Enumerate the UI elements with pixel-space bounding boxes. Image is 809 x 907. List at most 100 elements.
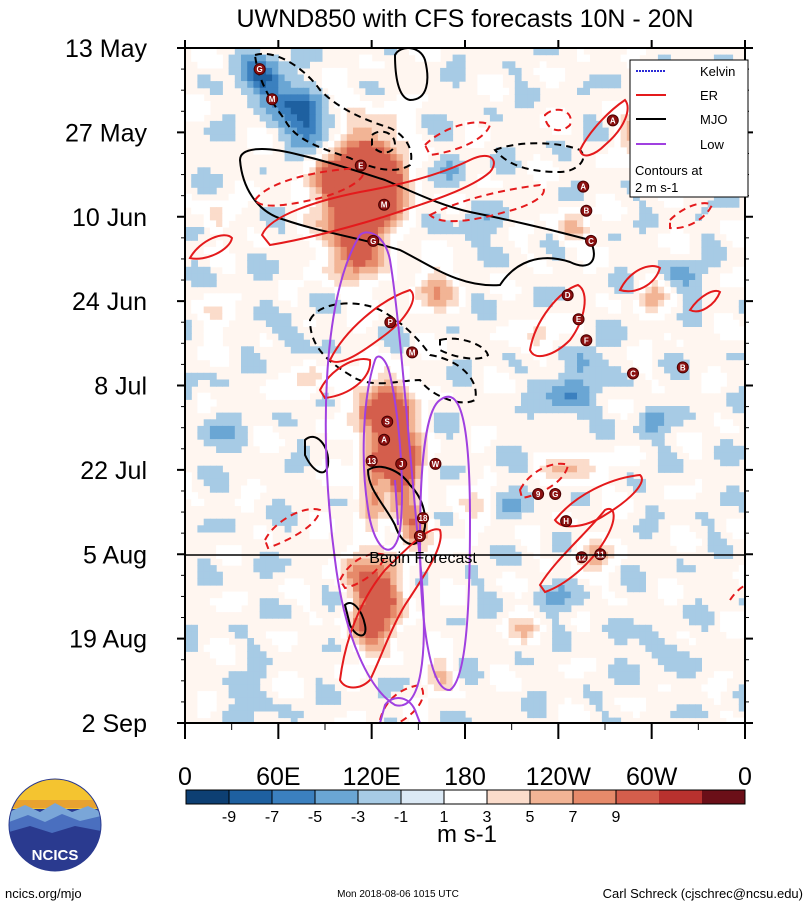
- heat-cell: [259, 167, 267, 175]
- heat-cell: [570, 664, 578, 672]
- heat-cell: [489, 280, 497, 288]
- heat-cell: [539, 465, 547, 473]
- heat-cell: [726, 200, 734, 208]
- heat-cell: [657, 452, 665, 460]
- heat-cell: [265, 565, 273, 573]
- heat-cell: [545, 558, 553, 566]
- heat-cell: [670, 644, 678, 652]
- heat-cell: [415, 306, 422, 314]
- heat-cell: [371, 412, 379, 420]
- heat-cell: [664, 233, 671, 241]
- heat-cell: [197, 697, 205, 705]
- heat-cell: [682, 538, 690, 546]
- heat-cell: [402, 532, 410, 540]
- heat-cell: [614, 631, 622, 639]
- heat-cell: [583, 412, 590, 420]
- heat-cell: [620, 677, 628, 685]
- heat-cell: [458, 67, 466, 76]
- heat-cell: [409, 174, 416, 182]
- heat-cell: [614, 624, 622, 632]
- heat-cell: [732, 319, 740, 327]
- heat-cell: [297, 101, 304, 109]
- heat-cell: [608, 372, 615, 380]
- heat-cell: [564, 532, 572, 540]
- heat-cell: [720, 545, 727, 553]
- heat-cell: [371, 134, 379, 142]
- heat-cell: [209, 127, 217, 135]
- heat-cell: [297, 207, 304, 215]
- heat-cell: [664, 359, 671, 367]
- heat-cell: [558, 227, 566, 235]
- heat-cell: [427, 439, 435, 447]
- heat-cell: [458, 293, 466, 301]
- heat-cell: [359, 154, 366, 162]
- heat-cell: [738, 306, 745, 314]
- heat-cell: [409, 445, 416, 453]
- heat-cell: [303, 392, 310, 400]
- heat-cell: [340, 220, 348, 228]
- heat-cell: [620, 333, 628, 341]
- y-tick-label: 13 May: [65, 35, 147, 63]
- heat-cell: [390, 101, 398, 109]
- heat-cell: [197, 101, 205, 109]
- heat-cell: [297, 591, 304, 599]
- heat-cell: [265, 306, 273, 314]
- storm-marker-label: S: [385, 418, 391, 427]
- heat-cell: [701, 611, 709, 619]
- footer-website[interactable]: ncics.org/mjo: [5, 886, 82, 901]
- heat-cell: [303, 147, 310, 155]
- heat-cell: [259, 306, 267, 314]
- colorbar-unit: m s-1: [437, 821, 497, 848]
- heat-cell: [297, 127, 304, 135]
- heat-cell: [321, 147, 329, 155]
- heat-cell: [421, 419, 429, 427]
- heat-cell: [720, 624, 727, 632]
- heat-cell: [234, 591, 242, 599]
- heat-cell: [315, 174, 323, 182]
- heat-cell: [228, 425, 236, 434]
- heat-cell: [577, 598, 584, 606]
- heat-cell: [558, 319, 566, 327]
- heat-cell: [471, 512, 478, 520]
- heat-cell: [334, 717, 342, 723]
- heat-cell: [626, 48, 634, 56]
- heat-cell: [328, 293, 335, 301]
- heat-cell: [384, 213, 391, 221]
- heat-cell: [446, 585, 454, 593]
- heat-cell: [340, 472, 348, 480]
- heat-cell: [477, 180, 485, 188]
- heat-cell: [545, 81, 553, 89]
- heat-cell: [321, 180, 329, 188]
- heat-cell: [601, 492, 609, 500]
- heat-cell: [664, 578, 671, 586]
- heat-cell: [564, 120, 572, 129]
- heat-cell: [608, 565, 615, 573]
- heat-cell: [415, 611, 422, 619]
- heat-cell: [259, 101, 267, 109]
- heat-cell: [496, 81, 503, 89]
- heat-cell: [732, 353, 740, 361]
- heat-cell: [689, 313, 696, 321]
- heat-cell: [328, 193, 335, 201]
- heat-cell: [552, 452, 559, 460]
- heat-cell: [558, 386, 566, 394]
- heat-cell: [353, 120, 360, 129]
- heat-cell: [564, 399, 572, 407]
- heat-cell: [483, 240, 491, 248]
- heat-cell: [371, 213, 379, 221]
- heat-cell: [309, 319, 317, 327]
- heat-cell: [577, 664, 584, 672]
- heat-cell: [209, 465, 217, 473]
- er-contour: [538, 507, 615, 594]
- heat-cell: [502, 379, 510, 387]
- heat-cell: [290, 140, 298, 148]
- heat-cell: [670, 246, 678, 255]
- heat-cell: [371, 81, 379, 89]
- heat-cell: [247, 266, 254, 274]
- heat-cell: [365, 439, 373, 447]
- x-tick-label: 60W: [626, 763, 678, 791]
- heat-cell: [446, 598, 454, 606]
- heat-cell: [440, 160, 447, 168]
- heat-cell: [328, 213, 335, 221]
